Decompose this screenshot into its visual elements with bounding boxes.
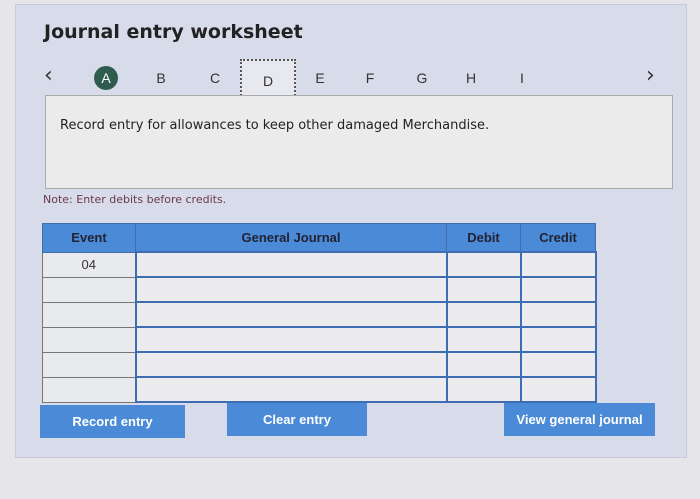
tab-b[interactable]: B bbox=[156, 70, 166, 86]
header-debit: Debit bbox=[446, 223, 521, 253]
credit-input[interactable] bbox=[519, 326, 597, 353]
account-input[interactable] bbox=[134, 376, 448, 403]
view-general-journal-button[interactable]: View general journal bbox=[504, 403, 655, 436]
credit-input[interactable] bbox=[519, 301, 597, 328]
account-input[interactable] bbox=[134, 251, 448, 278]
tab-g[interactable]: G bbox=[416, 70, 428, 86]
page-title: Journal entry worksheet bbox=[44, 21, 303, 43]
entry-description: Record entry for allowances to keep othe… bbox=[60, 118, 490, 133]
journal-table: Event General Journal Debit Credit 04 bbox=[42, 223, 597, 403]
account-input[interactable] bbox=[134, 351, 448, 378]
tab-i[interactable]: I bbox=[520, 70, 524, 86]
debit-input[interactable] bbox=[445, 326, 522, 353]
debit-input[interactable] bbox=[445, 276, 522, 303]
tab-a[interactable]: A bbox=[94, 66, 118, 90]
table-row bbox=[42, 351, 597, 378]
tab-e[interactable]: E bbox=[315, 70, 325, 86]
note-text: Note: Enter debits before credits. bbox=[43, 193, 227, 206]
account-input[interactable] bbox=[134, 276, 448, 303]
event-cell bbox=[42, 326, 136, 353]
event-cell: 04 bbox=[42, 251, 136, 278]
table-row bbox=[42, 326, 597, 353]
event-cell bbox=[42, 376, 136, 403]
record-entry-button[interactable]: Record entry bbox=[40, 405, 185, 438]
next-chevron-icon[interactable]: › bbox=[646, 63, 655, 88]
header-general-journal: General Journal bbox=[135, 223, 447, 253]
account-input[interactable] bbox=[134, 301, 448, 328]
event-cell bbox=[42, 276, 136, 303]
entry-description-box: Record entry for allowances to keep othe… bbox=[45, 95, 673, 189]
event-cell bbox=[42, 351, 136, 378]
tab-f[interactable]: F bbox=[365, 70, 375, 86]
prev-chevron-icon[interactable]: ‹ bbox=[44, 63, 53, 88]
header-credit: Credit bbox=[520, 223, 596, 253]
clear-entry-button[interactable]: Clear entry bbox=[227, 403, 367, 436]
table-row bbox=[42, 376, 597, 403]
table-row bbox=[42, 301, 597, 328]
tab-c[interactable]: C bbox=[209, 70, 221, 86]
header-event: Event bbox=[42, 223, 136, 253]
table-row bbox=[42, 276, 597, 303]
debit-input[interactable] bbox=[445, 376, 522, 403]
credit-input[interactable] bbox=[519, 251, 597, 278]
debit-input[interactable] bbox=[445, 251, 522, 278]
table-row: 04 bbox=[42, 251, 597, 278]
tab-h[interactable]: H bbox=[465, 70, 477, 86]
worksheet-panel: Journal entry worksheet ‹ › A B C D E F … bbox=[15, 4, 687, 458]
debit-input[interactable] bbox=[445, 301, 522, 328]
account-input[interactable] bbox=[134, 326, 448, 353]
credit-input[interactable] bbox=[519, 276, 597, 303]
debit-input[interactable] bbox=[445, 351, 522, 378]
event-cell bbox=[42, 301, 136, 328]
credit-input[interactable] bbox=[519, 351, 597, 378]
credit-input[interactable] bbox=[519, 376, 597, 403]
